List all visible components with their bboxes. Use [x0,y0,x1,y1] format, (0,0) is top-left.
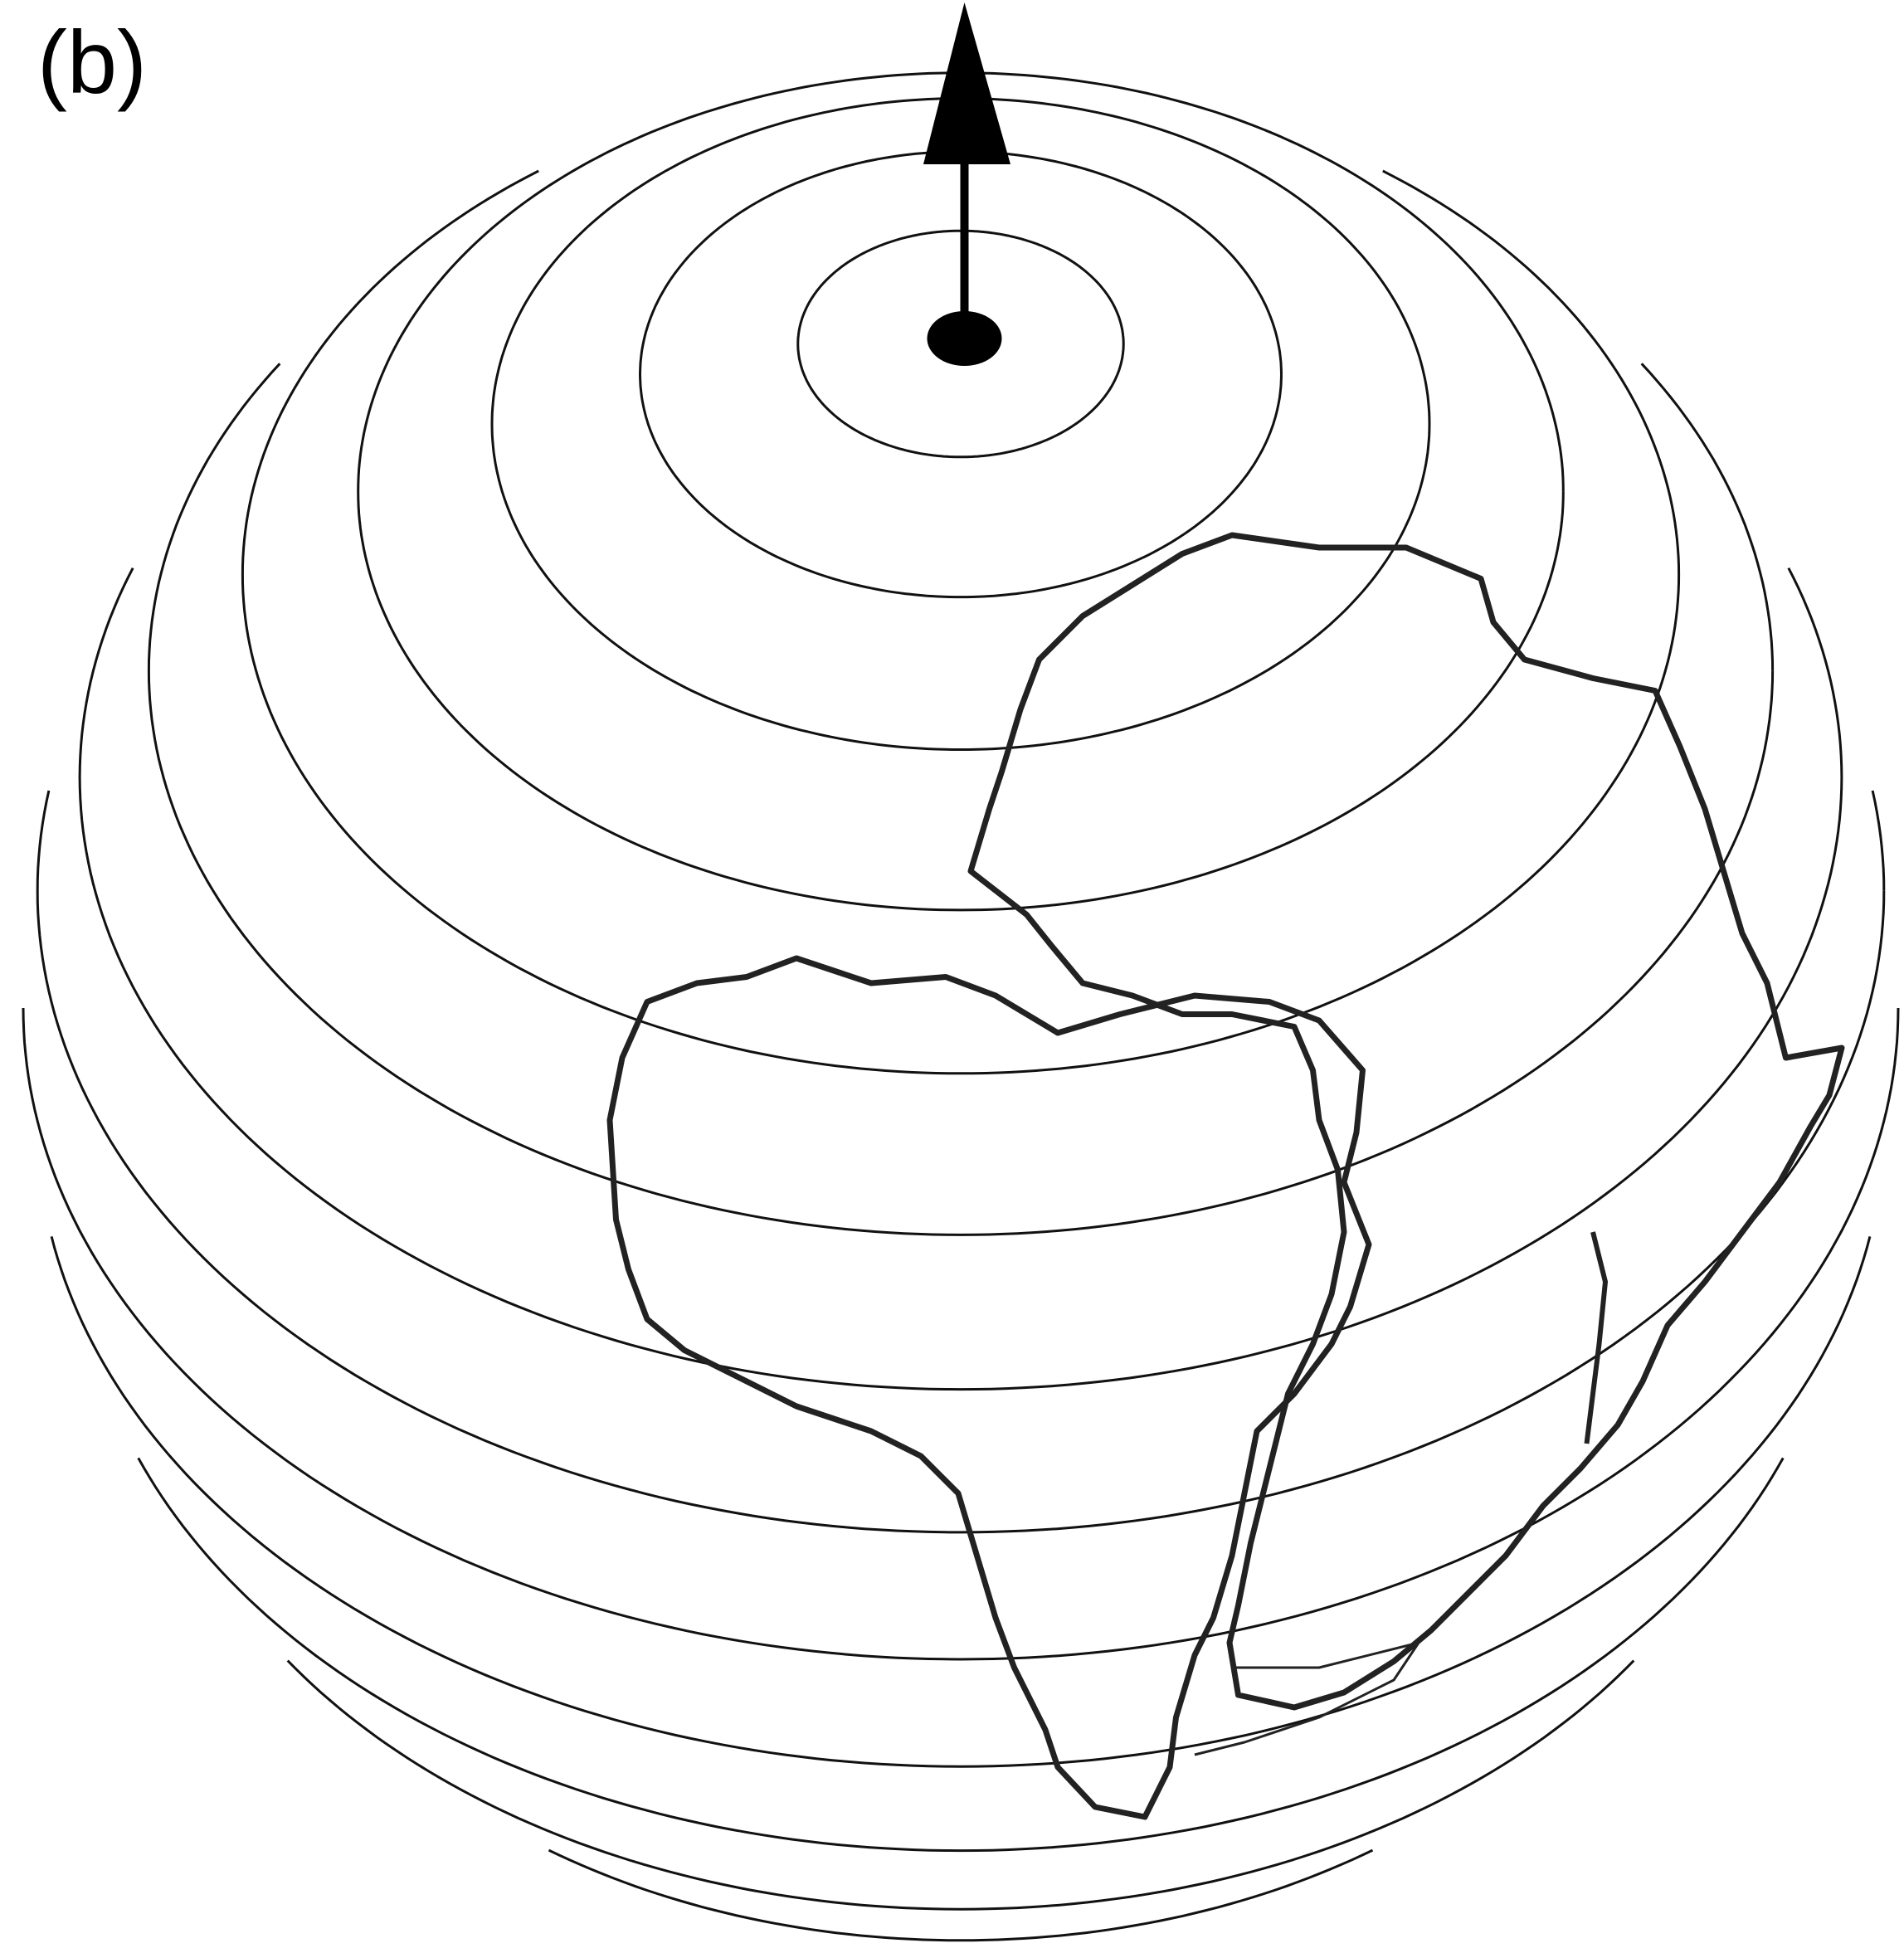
page: {"label": "(b)"} (b) (() => { const data… [0,0,1904,1953]
globe-figure: (b) [0,0,1904,1953]
panel-label: (b) [37,12,147,112]
pole-dot [928,311,1002,366]
